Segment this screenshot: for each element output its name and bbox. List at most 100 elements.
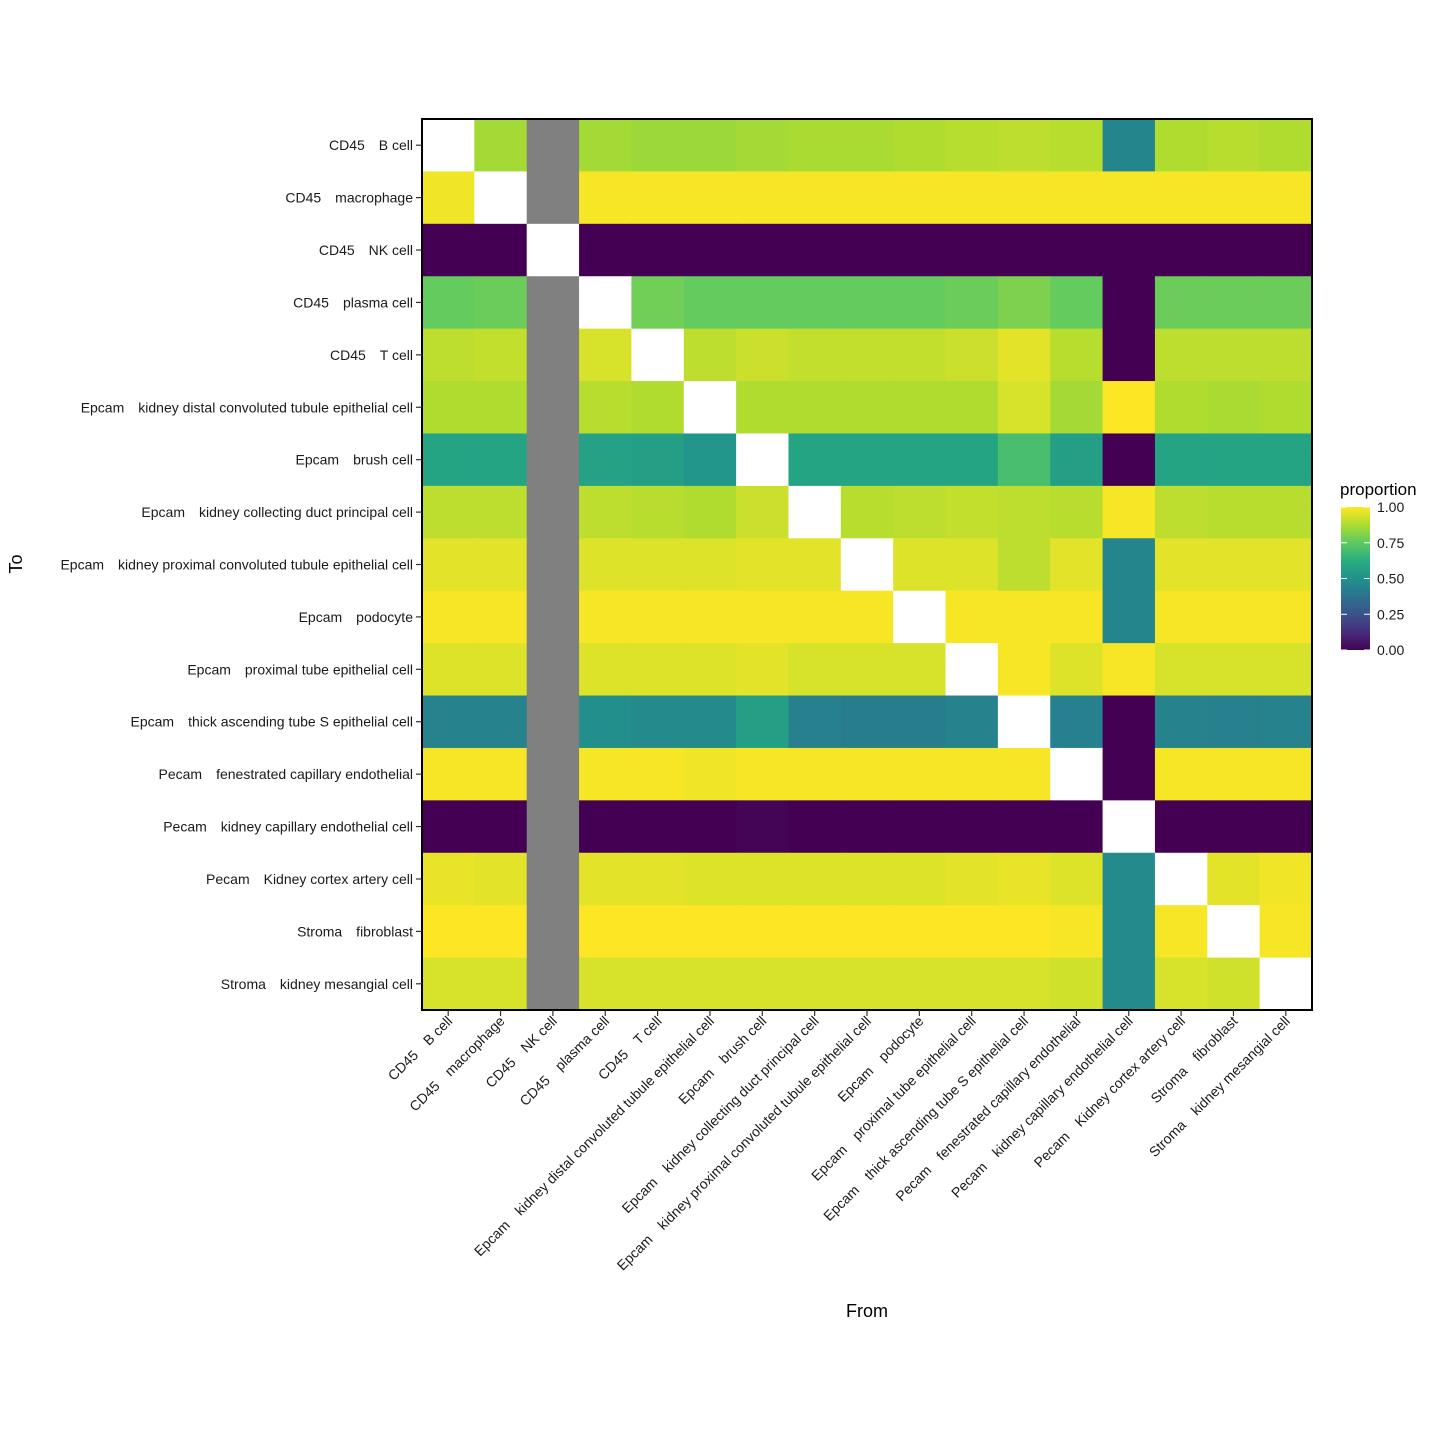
heatmap-cell (1102, 695, 1156, 749)
heatmap-cell (736, 695, 790, 749)
heatmap-cell (1050, 957, 1104, 1011)
heatmap-cell (474, 905, 528, 959)
heatmap-cell (526, 905, 580, 959)
heatmap-cell (840, 590, 894, 644)
heatmap-cell (840, 852, 894, 906)
x-tick-label: Pecam fenestrated capillary endothelial (892, 1013, 1083, 1204)
heatmap-cell (474, 538, 528, 592)
heatmap-cell (579, 328, 633, 382)
heatmap-cell (579, 119, 633, 173)
heatmap-cell (1207, 643, 1261, 697)
heatmap-cell (474, 119, 528, 173)
heatmap-cell (840, 171, 894, 225)
heatmap-cell (1050, 381, 1104, 435)
heatmap-cell (736, 433, 790, 487)
heatmap-cell (422, 381, 475, 435)
heatmap-cell (1154, 800, 1208, 854)
heatmap-cell (1154, 171, 1208, 225)
heatmap-cell (422, 276, 475, 330)
heatmap-cell (1154, 852, 1208, 906)
heatmap-cell (736, 747, 790, 801)
heatmap-cell (526, 695, 580, 749)
y-axis-title: To (6, 554, 26, 573)
heatmap-cell (997, 643, 1051, 697)
heatmap-cell (1050, 800, 1104, 854)
heatmap-cell (1050, 695, 1104, 749)
heatmap-cell (683, 590, 737, 644)
heatmap-cell (945, 905, 999, 959)
y-tick-label: Epcam podocyte (299, 609, 414, 625)
heatmap-cell (474, 852, 528, 906)
heatmap-cell (422, 433, 475, 487)
heatmap-cell (893, 590, 947, 644)
y-tick-label: Epcam proximal tube epithelial cell (187, 661, 413, 677)
heatmap-cell (526, 747, 580, 801)
heatmap-cell (422, 328, 475, 382)
heatmap-cell (579, 643, 633, 697)
heatmap-cell (736, 171, 790, 225)
heatmap-cell (683, 905, 737, 959)
heatmap-cell (1259, 381, 1313, 435)
heatmap-cell (1207, 905, 1261, 959)
heatmap-cell (422, 538, 475, 592)
heatmap-cell (1154, 328, 1208, 382)
heatmap-cell (840, 800, 894, 854)
y-tick-label: Pecam Kidney cortex artery cell (206, 871, 413, 887)
heatmap-cell (1259, 905, 1313, 959)
legend-tick-label: 0.00 (1377, 642, 1404, 658)
heatmap-cell (840, 695, 894, 749)
heatmap-cell (736, 957, 790, 1011)
heatmap-cell (526, 643, 580, 697)
heatmap-cell (893, 695, 947, 749)
legend-ticks: 1.00 0.75 0.50 0.25 0.00 (1341, 499, 1404, 658)
heatmap-cell (579, 276, 633, 330)
heatmap-cell (1259, 433, 1313, 487)
heatmap-cell (631, 695, 685, 749)
heatmap-cell (997, 381, 1051, 435)
heatmap-cell (1102, 381, 1156, 435)
heatmap-cell (631, 119, 685, 173)
heatmap-cell (788, 433, 842, 487)
heatmap-cell (945, 538, 999, 592)
heatmap-cell (736, 328, 790, 382)
heatmap-cell (893, 381, 947, 435)
heatmap-cell (579, 171, 633, 225)
heatmap-cell (997, 328, 1051, 382)
heatmap-cell (1154, 381, 1208, 435)
heatmap-cell (683, 328, 737, 382)
heatmap-cell (1050, 328, 1104, 382)
heatmap-cell (1154, 119, 1208, 173)
heatmap-cell (683, 381, 737, 435)
heatmap-cell (683, 119, 737, 173)
heatmap-cell (840, 119, 894, 173)
heatmap-cell (997, 747, 1051, 801)
heatmap-cell (945, 695, 999, 749)
y-tick-label: Epcam kidney collecting duct principal c… (141, 504, 413, 520)
heatmap-cell (1050, 433, 1104, 487)
heatmap-cell (840, 485, 894, 539)
heatmap-cell (474, 171, 528, 225)
legend-tick-label: 0.50 (1377, 571, 1404, 587)
y-axis: CD45 B cell CD45 macrophage CD45 NK cell CD… (60, 137, 422, 992)
heatmap-cell (1259, 538, 1313, 592)
heatmap-cell (422, 119, 475, 173)
heatmap-cell (1259, 643, 1313, 697)
heatmap-cell (422, 485, 475, 539)
heatmap-cell (1050, 171, 1104, 225)
heatmap-cell (1154, 905, 1208, 959)
heatmap-cell (1050, 643, 1104, 697)
heatmap-cell (683, 223, 737, 277)
heatmap-cell (422, 643, 475, 697)
heatmap-cell (788, 538, 842, 592)
heatmap-cell (1102, 223, 1156, 277)
y-tick-label: Epcam brush cell (296, 452, 414, 468)
x-tick-label: Epcam kidney distal convoluted tubule ep… (471, 1013, 717, 1259)
heatmap-cell (631, 957, 685, 1011)
heatmap-cell (1154, 643, 1208, 697)
heatmap-cell (579, 223, 633, 277)
heatmap-cell (1154, 223, 1208, 277)
heatmap-cell (945, 328, 999, 382)
heatmap-cell (474, 643, 528, 697)
heatmap-cell (579, 800, 633, 854)
heatmap-cell (893, 171, 947, 225)
